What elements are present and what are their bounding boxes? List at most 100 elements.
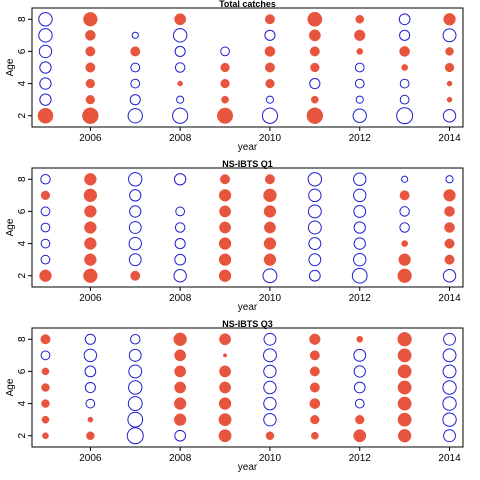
- bubble-positive: [130, 270, 141, 281]
- bubble-negative: [84, 381, 96, 394]
- x-tick-label: 2012: [349, 453, 372, 464]
- bubble-positive: [174, 365, 187, 378]
- plot-frame: [31, 167, 464, 288]
- bubble-negative: [442, 380, 457, 395]
- bubble-positive: [446, 80, 453, 87]
- bubble-negative: [442, 109, 457, 123]
- bubble-positive: [219, 221, 231, 234]
- bubble-negative: [355, 95, 364, 104]
- bubble-positive: [265, 78, 275, 89]
- bubble-positive: [263, 205, 277, 218]
- bubble-negative: [352, 108, 367, 123]
- y-tick-label: 8: [17, 336, 28, 342]
- bubble-positive: [308, 29, 321, 42]
- bubble-negative: [127, 396, 143, 412]
- bubble-negative: [442, 412, 457, 427]
- y-tick-label: 2: [17, 113, 28, 119]
- bubble-negative: [174, 253, 187, 266]
- x-axis-label: year: [238, 462, 258, 473]
- x-axis-label: year: [238, 142, 258, 153]
- bubble-positive: [397, 429, 412, 443]
- bubble-negative: [84, 365, 97, 378]
- bubble-negative: [38, 28, 53, 43]
- bubble-positive: [84, 205, 97, 218]
- x-tick-label: 2014: [438, 133, 461, 144]
- bubble-negative: [263, 396, 277, 411]
- bubble-negative: [445, 175, 454, 184]
- bubble-negative: [128, 348, 142, 362]
- bubble-positive: [264, 46, 276, 57]
- bubble-positive: [220, 78, 230, 89]
- bubble-positive: [218, 269, 232, 282]
- bubble-negative: [354, 62, 365, 73]
- bubble-negative: [174, 45, 186, 57]
- bubble-negative: [353, 237, 366, 250]
- y-tick-label: 8: [17, 16, 28, 22]
- bubble-positive: [309, 350, 320, 361]
- x-tick-label: 2014: [438, 453, 461, 464]
- bubble-negative: [353, 204, 367, 218]
- bubble-negative: [127, 411, 144, 428]
- bubble-positive: [444, 222, 455, 233]
- bubble-positive: [443, 13, 456, 26]
- bubble-negative: [39, 61, 52, 74]
- bubble-negative: [127, 108, 143, 124]
- y-tick-label: 8: [17, 176, 28, 182]
- bubble-positive: [85, 30, 96, 41]
- y-tick-label: 2: [17, 433, 28, 439]
- x-axis-label: year: [238, 302, 258, 313]
- panel-title: NS-IBTS Q3: [222, 319, 273, 329]
- bubble-positive: [309, 398, 321, 409]
- bubble-positive: [218, 189, 232, 202]
- bubble-negative: [128, 172, 143, 187]
- x-tick-label: 2006: [79, 133, 102, 144]
- y-tick-label: 4: [17, 400, 28, 406]
- bubble-negative: [399, 206, 410, 217]
- bubble-negative: [130, 62, 141, 73]
- x-tick-label: 2008: [169, 133, 192, 144]
- bubble-positive: [311, 95, 319, 104]
- bubble-positive: [41, 367, 50, 376]
- y-axis-label: Age: [5, 58, 16, 76]
- x-tick-label: 2010: [259, 293, 282, 304]
- bubble-negative: [83, 348, 98, 363]
- bubble-negative: [129, 205, 142, 218]
- x-tick-label: 2014: [438, 293, 461, 304]
- bubble-positive: [83, 268, 98, 283]
- bubble-positive: [173, 397, 187, 410]
- bubble-positive: [264, 62, 275, 73]
- x-tick-label: 2012: [349, 293, 372, 304]
- bubble-positive: [311, 431, 319, 440]
- bubble-positive: [307, 11, 323, 27]
- bubble-positive: [444, 206, 455, 217]
- bubble-positive: [173, 413, 187, 426]
- bubble-negative: [38, 12, 53, 27]
- bubble-negative: [307, 204, 322, 219]
- bubble-negative: [39, 93, 52, 106]
- bubble-positive: [401, 64, 408, 71]
- bubble-positive: [354, 29, 366, 41]
- bubble-positive: [446, 96, 453, 103]
- bubble-positive: [353, 429, 367, 443]
- bubble-positive: [83, 12, 98, 27]
- bubble-positive: [264, 14, 275, 25]
- bubble-negative: [354, 78, 365, 89]
- y-axis-label: Age: [5, 378, 16, 396]
- bubble-negative: [175, 206, 186, 217]
- bubble-negative: [131, 31, 139, 39]
- bubble-positive: [444, 254, 455, 265]
- bubble-negative: [401, 175, 409, 183]
- bubble-negative: [354, 398, 365, 409]
- plot-frame: [31, 327, 464, 448]
- bubble-negative: [263, 412, 277, 427]
- bubble-positive: [40, 334, 51, 345]
- x-tick-label: 2008: [169, 293, 192, 304]
- bubble-positive: [444, 62, 455, 73]
- bubble-positive: [263, 237, 277, 250]
- bubble-negative: [128, 253, 142, 267]
- bubble-negative: [128, 221, 142, 234]
- bubble-positive: [87, 416, 94, 423]
- bubble-negative: [128, 236, 142, 251]
- bubble-negative: [353, 381, 366, 394]
- bubble-negative: [353, 252, 367, 267]
